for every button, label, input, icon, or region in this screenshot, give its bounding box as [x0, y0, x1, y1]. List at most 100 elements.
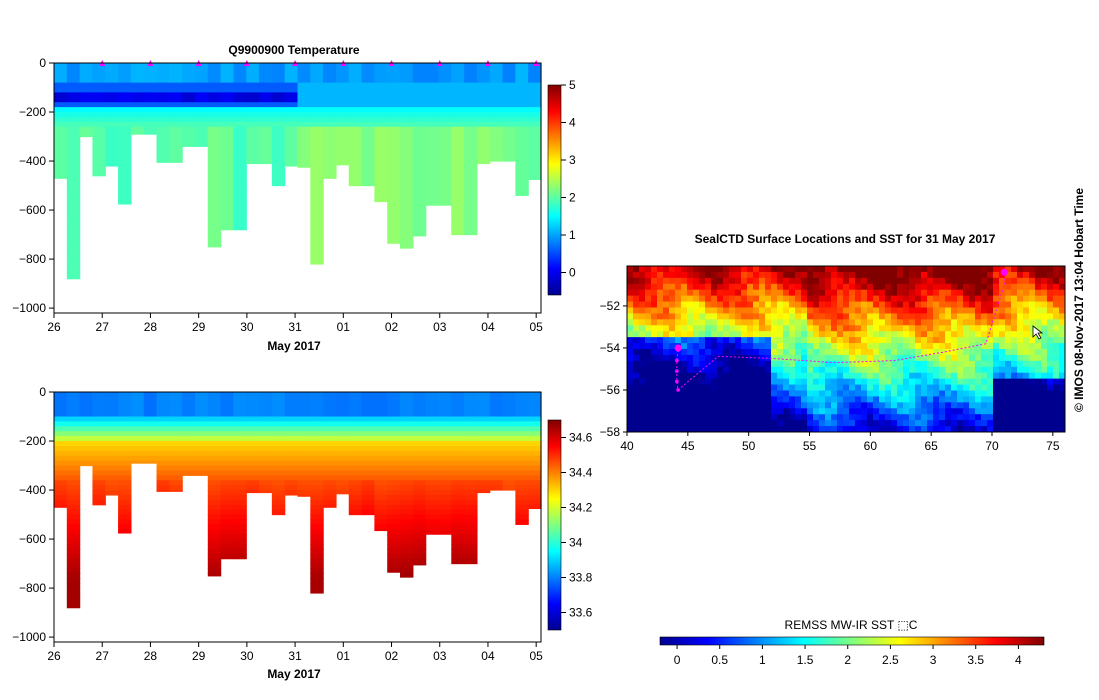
sst-cell	[1041, 289, 1048, 297]
heatmap-cell	[489, 107, 504, 113]
heatmap-cell	[259, 455, 273, 462]
heatmap-cell	[207, 563, 222, 570]
heatmap-cell	[297, 426, 311, 432]
heatmap-cell	[284, 97, 299, 103]
heatmap-cell	[156, 102, 170, 108]
heatmap-cell	[425, 494, 440, 501]
heatmap-cell	[451, 485, 465, 491]
heatmap-cell	[502, 141, 516, 147]
sst-cell	[801, 307, 808, 315]
heatmap-cell	[297, 121, 311, 128]
heatmap-cell	[528, 116, 542, 123]
sst-cell	[789, 366, 796, 374]
sst-cell	[771, 349, 778, 356]
sst-cell	[729, 325, 736, 332]
heatmap-cell	[182, 470, 196, 476]
sst-cell	[825, 301, 832, 309]
sst-cell	[651, 402, 658, 409]
sst-cell	[657, 366, 664, 374]
sst-cell	[687, 289, 694, 297]
heatmap-cell	[92, 470, 106, 476]
heatmap-cell	[182, 107, 196, 113]
sst-cell	[633, 313, 640, 320]
sst-cell	[633, 331, 640, 338]
sst-cell	[1029, 384, 1036, 392]
heatmap-cell	[451, 460, 465, 467]
sst-cell	[969, 295, 976, 303]
sst-cell	[729, 360, 736, 368]
sst-cell	[981, 337, 988, 344]
lon-tick-label: 45	[681, 439, 695, 453]
sst-cell	[1017, 283, 1024, 291]
heatmap-cell	[259, 161, 273, 165]
heatmap-cell	[451, 116, 465, 123]
sst-cell	[999, 295, 1006, 303]
heatmap-cell	[476, 465, 491, 472]
sst-cell	[783, 426, 790, 432]
sst-cell	[819, 378, 826, 386]
sst-cell	[639, 426, 646, 432]
sst-cell	[987, 283, 994, 291]
heatmap-cell	[66, 77, 81, 84]
heatmap-cell	[66, 460, 81, 467]
heatmap-cell	[502, 431, 516, 437]
sst-cell	[663, 337, 670, 344]
sst-cell	[1005, 366, 1012, 374]
sst-cell	[1017, 295, 1024, 303]
heatmap-cell	[515, 102, 529, 108]
heatmap-cell	[194, 67, 209, 74]
sst-cell	[675, 402, 682, 409]
heatmap-cell	[412, 401, 427, 408]
sst-cell	[993, 343, 1000, 350]
heatmap-cell	[259, 465, 273, 472]
x-tick-label: 27	[96, 320, 110, 334]
sst-cell	[825, 295, 832, 303]
heatmap-cell	[451, 190, 465, 196]
sst-cell	[879, 372, 886, 380]
sst-cell	[861, 396, 868, 403]
sst-cell	[1047, 289, 1054, 297]
heatmap-cell	[310, 480, 324, 486]
sst-cell	[795, 372, 802, 380]
sst-cell	[819, 408, 826, 415]
heatmap-cell	[194, 436, 209, 442]
heatmap-cell	[297, 455, 311, 462]
heatmap-cell	[400, 392, 414, 398]
sst-cell	[1011, 426, 1018, 432]
sst-cell	[735, 390, 742, 398]
sst-cell	[831, 319, 838, 326]
heatmap-cell	[502, 441, 516, 447]
heatmap-cell	[412, 445, 427, 452]
heatmap-cell	[54, 504, 68, 508]
sst-cell	[885, 384, 892, 392]
sst-cell	[639, 283, 646, 291]
sst-cell	[1041, 378, 1048, 386]
sst-cell	[1017, 426, 1024, 432]
sst-cell	[825, 384, 832, 392]
heatmap-cell	[92, 436, 106, 442]
heatmap-cell	[207, 219, 222, 226]
heatmap-cell	[220, 92, 235, 98]
sst-cell	[783, 301, 790, 309]
heatmap-cell	[515, 63, 529, 69]
sst-cell	[687, 402, 694, 409]
sst-cell	[759, 396, 766, 403]
sst-cell	[675, 301, 682, 309]
heatmap-cell	[412, 392, 427, 398]
lat-tick-label: −52	[600, 299, 621, 313]
heatmap-cell	[502, 131, 516, 138]
heatmap-cell	[169, 116, 183, 123]
sst-cell	[783, 331, 790, 338]
sst-cell	[771, 420, 778, 427]
heatmap-cell	[400, 126, 414, 133]
heatmap-cell	[207, 175, 222, 182]
sst-cell	[831, 402, 838, 409]
heatmap-cell	[464, 63, 478, 69]
sst-cell	[1023, 396, 1030, 403]
sst-cell	[873, 408, 880, 415]
heatmap-cell	[528, 504, 542, 510]
sst-cell	[759, 390, 766, 398]
sst-cell	[933, 289, 940, 297]
sst-cell	[669, 331, 676, 338]
sst-cell	[813, 349, 820, 356]
